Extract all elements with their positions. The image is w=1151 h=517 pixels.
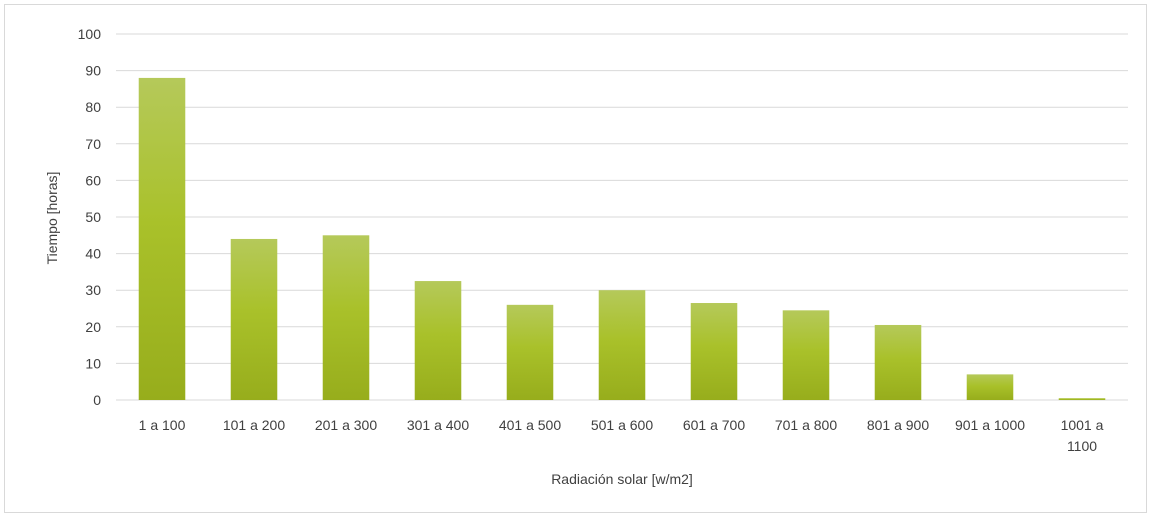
bar (874, 324, 922, 400)
x-tick-label-line: 101 a 200 (223, 417, 285, 433)
x-tick-label-line: 201 a 300 (315, 417, 377, 433)
y-tick-label: 60 (85, 172, 101, 188)
x-tick-label-line: 1001 a (1061, 417, 1104, 433)
y-axis-title: Tiempo [horas] (44, 172, 60, 265)
x-tick-label-line: 1100 (1067, 438, 1097, 454)
x-tick-label: 401 a 500 (499, 417, 561, 433)
x-tick-label: 201 a 300 (315, 417, 377, 433)
bar (690, 303, 738, 400)
bar (966, 374, 1014, 400)
y-tick-labels: 0 10 20 30 40 50 60 70 80 90 100 (78, 26, 102, 408)
x-tick-label: 901 a 1000 (955, 417, 1025, 433)
bar (598, 290, 646, 400)
x-axis-title: Radiación solar [w/m2] (551, 471, 693, 487)
y-tick-label: 20 (85, 319, 101, 335)
x-tick-label: 1001 a 1100 (1061, 417, 1104, 454)
x-tick-label-line: 301 a 400 (407, 417, 469, 433)
x-tick-label-line: 501 a 600 (591, 417, 653, 433)
y-tick-label: 10 (85, 355, 101, 371)
bar (414, 281, 462, 400)
bar (230, 238, 278, 400)
x-tick-label-line: 901 a 1000 (955, 417, 1025, 433)
x-tick-label-line: 801 a 900 (867, 417, 929, 433)
chart-frame (4, 4, 1147, 513)
x-tick-label: 1 a 100 (139, 417, 186, 433)
x-tick-label-line: 701 a 800 (775, 417, 837, 433)
x-tick-label: 701 a 800 (775, 417, 837, 433)
x-tick-label: 801 a 900 (867, 417, 929, 433)
bar (138, 77, 186, 401)
x-tick-label: 301 a 400 (407, 417, 469, 433)
y-tick-label: 0 (93, 392, 101, 408)
y-tick-label: 90 (85, 63, 101, 79)
x-tick-labels: 1 a 100 101 a 200 201 a 300 301 a 400 401 a … (139, 417, 1104, 454)
bars (138, 77, 1106, 401)
y-tick-label: 40 (85, 246, 101, 262)
x-tick-label: 501 a 600 (591, 417, 653, 433)
x-tick-label: 601 a 700 (683, 417, 745, 433)
bar (322, 235, 370, 400)
x-tick-label-line: 401 a 500 (499, 417, 561, 433)
bar (782, 310, 830, 400)
y-tick-label: 70 (85, 136, 101, 152)
x-tick-label-line: 1 a 100 (139, 417, 186, 433)
x-tick-label: 101 a 200 (223, 417, 285, 433)
y-tick-label: 80 (85, 99, 101, 115)
y-tick-label: 100 (78, 26, 102, 42)
y-tick-label: 50 (85, 209, 101, 225)
bar (506, 304, 554, 400)
x-tick-label-line: 601 a 700 (683, 417, 745, 433)
y-tick-label: 30 (85, 282, 101, 298)
bar (1058, 398, 1106, 400)
gridlines (116, 33, 1128, 401)
